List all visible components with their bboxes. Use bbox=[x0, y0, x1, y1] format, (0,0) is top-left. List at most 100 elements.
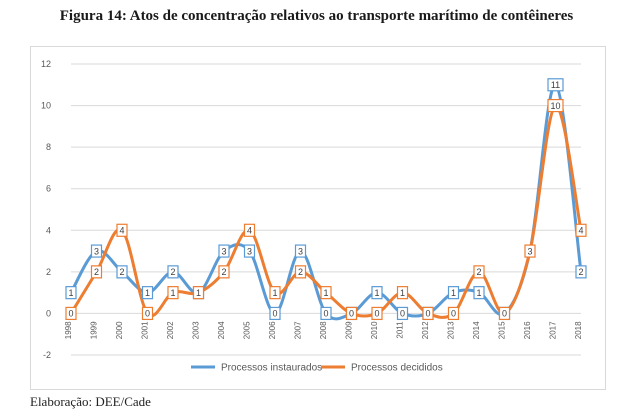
data-label-series-2: 4 bbox=[575, 223, 587, 237]
y-tick-label: 6 bbox=[46, 184, 51, 194]
data-label-text: 1 bbox=[451, 288, 456, 298]
data-label-text: 0 bbox=[425, 309, 430, 319]
data-label-box bbox=[547, 98, 564, 113]
x-tick-label: 2003 bbox=[192, 321, 201, 339]
data-label-box bbox=[90, 244, 103, 258]
x-tick-label: 1998 bbox=[64, 321, 73, 339]
data-label-box bbox=[243, 244, 256, 258]
data-label-text: 1 bbox=[323, 288, 328, 298]
data-label-text: 0 bbox=[68, 309, 73, 319]
data-label-series-1: 1 bbox=[473, 286, 485, 300]
x-tick-label: 2001 bbox=[141, 321, 150, 339]
data-label-box bbox=[345, 306, 358, 321]
data-label-text: 3 bbox=[298, 246, 303, 256]
data-label-series-1: 1 bbox=[65, 286, 77, 300]
data-label-series-1: 0 bbox=[320, 306, 332, 321]
data-label-series-1: 2 bbox=[167, 265, 179, 279]
data-label-text: 1 bbox=[476, 288, 481, 298]
x-tick-label: 2005 bbox=[243, 321, 252, 339]
data-label-series-1: 3 bbox=[294, 244, 307, 258]
y-tick-label: 8 bbox=[46, 142, 51, 152]
data-label-series-2: 10 bbox=[547, 98, 564, 113]
data-label-text: 0 bbox=[400, 309, 405, 319]
data-label-series-1: 1 bbox=[371, 286, 383, 300]
data-label-series-1: 0 bbox=[396, 306, 409, 321]
data-label-box bbox=[116, 223, 128, 237]
x-tick-label: 2014 bbox=[472, 321, 481, 339]
data-label-text: 10 bbox=[550, 101, 560, 111]
x-tick-label: 2006 bbox=[268, 321, 277, 339]
data-label-text: 0 bbox=[451, 309, 456, 319]
data-label-series-2: 0 bbox=[498, 306, 511, 321]
data-label-series-2: 1 bbox=[396, 286, 409, 300]
x-tick-label: 2012 bbox=[421, 321, 430, 339]
data-label-text: 2 bbox=[578, 267, 583, 277]
chart-title: Figura 14: Atos de concentração relativo… bbox=[59, 8, 574, 24]
data-label-text: 1 bbox=[145, 288, 150, 298]
data-label-text: 3 bbox=[94, 246, 99, 256]
data-label-box bbox=[371, 286, 383, 300]
source-caption: Elaboração: DEE/Cade bbox=[30, 394, 151, 409]
data-label-box bbox=[243, 223, 256, 237]
data-label-box bbox=[447, 306, 460, 321]
y-tick-label: 2 bbox=[46, 267, 51, 277]
x-tick-label: 2004 bbox=[217, 321, 226, 339]
y-tick-label: 10 bbox=[41, 101, 51, 111]
data-label-box bbox=[218, 244, 230, 258]
data-label-series-2: 1 bbox=[192, 286, 205, 300]
data-label-text: 4 bbox=[578, 226, 583, 236]
data-label-series-2: 4 bbox=[243, 223, 256, 237]
data-label-box bbox=[320, 286, 332, 300]
data-label-series-2: 1 bbox=[167, 286, 179, 300]
data-label-text: 1 bbox=[400, 288, 405, 298]
data-label-series-2: 2 bbox=[294, 265, 307, 279]
x-tick-label: 2010 bbox=[370, 321, 379, 339]
data-label-series-1: 3 bbox=[218, 244, 230, 258]
data-label-box bbox=[269, 306, 281, 321]
data-label-box bbox=[167, 265, 179, 279]
data-label-series-2: 4 bbox=[116, 223, 128, 237]
data-label-series-1: 2 bbox=[575, 265, 587, 279]
data-label-box bbox=[65, 286, 77, 300]
data-label-text: 3 bbox=[527, 246, 532, 256]
data-label-series-2: 0 bbox=[422, 306, 434, 321]
data-label-series-1: 11 bbox=[547, 78, 564, 92]
data-label-box bbox=[447, 286, 460, 300]
data-label-box bbox=[396, 306, 409, 321]
data-label-series-1: 1 bbox=[447, 286, 460, 300]
x-tick-label: 2009 bbox=[345, 321, 354, 339]
data-label-box bbox=[498, 306, 511, 321]
data-label-box bbox=[294, 244, 307, 258]
data-label-text: 1 bbox=[374, 288, 379, 298]
data-label-box bbox=[320, 306, 332, 321]
data-label-box bbox=[141, 286, 154, 300]
legend-label: Processos instaurados bbox=[221, 363, 322, 374]
data-label-series-2: 0 bbox=[141, 306, 154, 321]
data-label-text: 4 bbox=[119, 226, 124, 236]
series-line-2 bbox=[69, 104, 583, 319]
x-tick-label: 2015 bbox=[498, 321, 507, 339]
data-label-text: 1 bbox=[272, 288, 277, 298]
data-label-box bbox=[65, 306, 77, 321]
y-tick-label: 0 bbox=[46, 308, 51, 318]
data-label-box bbox=[192, 286, 205, 300]
x-tick-label: 2011 bbox=[396, 321, 405, 339]
data-label-text: 0 bbox=[272, 309, 277, 319]
data-label-box bbox=[371, 306, 383, 321]
data-label-box bbox=[294, 265, 307, 279]
data-label-series-2: 2 bbox=[473, 265, 485, 279]
data-label-box bbox=[422, 306, 434, 321]
data-label-text: 2 bbox=[476, 267, 481, 277]
data-label-text: 1 bbox=[196, 288, 201, 298]
legend-item-1: Processos instaurados bbox=[191, 363, 322, 374]
data-label-box bbox=[575, 223, 587, 237]
series-line-1 bbox=[69, 83, 583, 321]
data-label-box bbox=[524, 244, 536, 258]
data-label-box bbox=[575, 265, 587, 279]
data-label-series-1: 3 bbox=[90, 244, 103, 258]
x-tick-label: 1999 bbox=[90, 321, 99, 339]
data-label-box bbox=[141, 306, 154, 321]
data-label-text: 2 bbox=[119, 267, 124, 277]
data-label-text: 3 bbox=[221, 246, 226, 256]
data-label-text: 2 bbox=[170, 267, 175, 277]
